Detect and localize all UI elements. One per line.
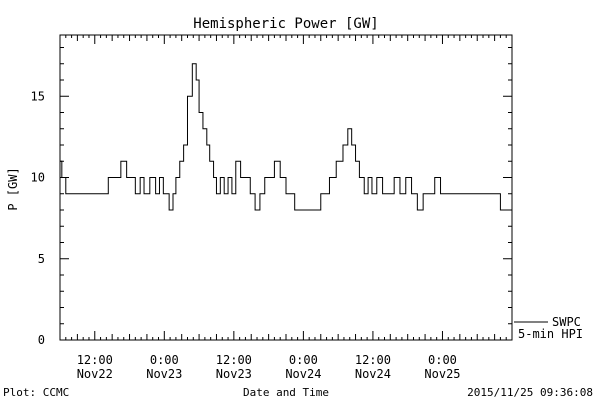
series-line-swpc xyxy=(60,63,512,211)
legend-label-swpc: SWPC xyxy=(552,315,581,329)
x-tick-label-date: Nov24 xyxy=(355,367,391,381)
y-axis: 0 5 10 15 xyxy=(31,47,512,347)
legend: SWPC 5-min HPI xyxy=(514,315,583,341)
series-layer xyxy=(60,63,512,211)
x-tick-label-date: Nov25 xyxy=(424,367,460,381)
chart-title: Hemispheric Power [GW] xyxy=(193,16,378,32)
x-tick-label-time: 12:00 xyxy=(355,353,391,367)
x-tick-label-time: 12:00 xyxy=(216,353,252,367)
y-tick-label: 0 xyxy=(38,333,45,347)
x-tick-label-date: Nov23 xyxy=(146,367,182,381)
y-tick-label: 10 xyxy=(31,171,45,185)
legend-label-hpi: 5-min HPI xyxy=(518,327,583,341)
x-tick-label-date: Nov23 xyxy=(216,367,252,381)
y-tick-label: 5 xyxy=(38,252,45,266)
timestamp: 2015/11/25 09:36:08 xyxy=(467,386,593,399)
x-tick-label-time: 0:00 xyxy=(428,353,457,367)
x-axis-title: Date and Time xyxy=(243,386,329,399)
x-tick-label-time: 0:00 xyxy=(289,353,318,367)
x-tick-label-date: Nov24 xyxy=(285,367,321,381)
y-tick-label: 15 xyxy=(31,89,45,103)
x-tick-label-time: 12:00 xyxy=(77,353,113,367)
plot-credit: Plot: CCMC xyxy=(3,386,69,399)
x-tick-label-date: Nov22 xyxy=(77,367,113,381)
x-tick-label-time: 0:00 xyxy=(150,353,179,367)
x-axis: 12:00Nov220:00Nov2312:00Nov230:00Nov2412… xyxy=(59,35,513,381)
y-axis-label: P [GW] xyxy=(6,167,20,210)
